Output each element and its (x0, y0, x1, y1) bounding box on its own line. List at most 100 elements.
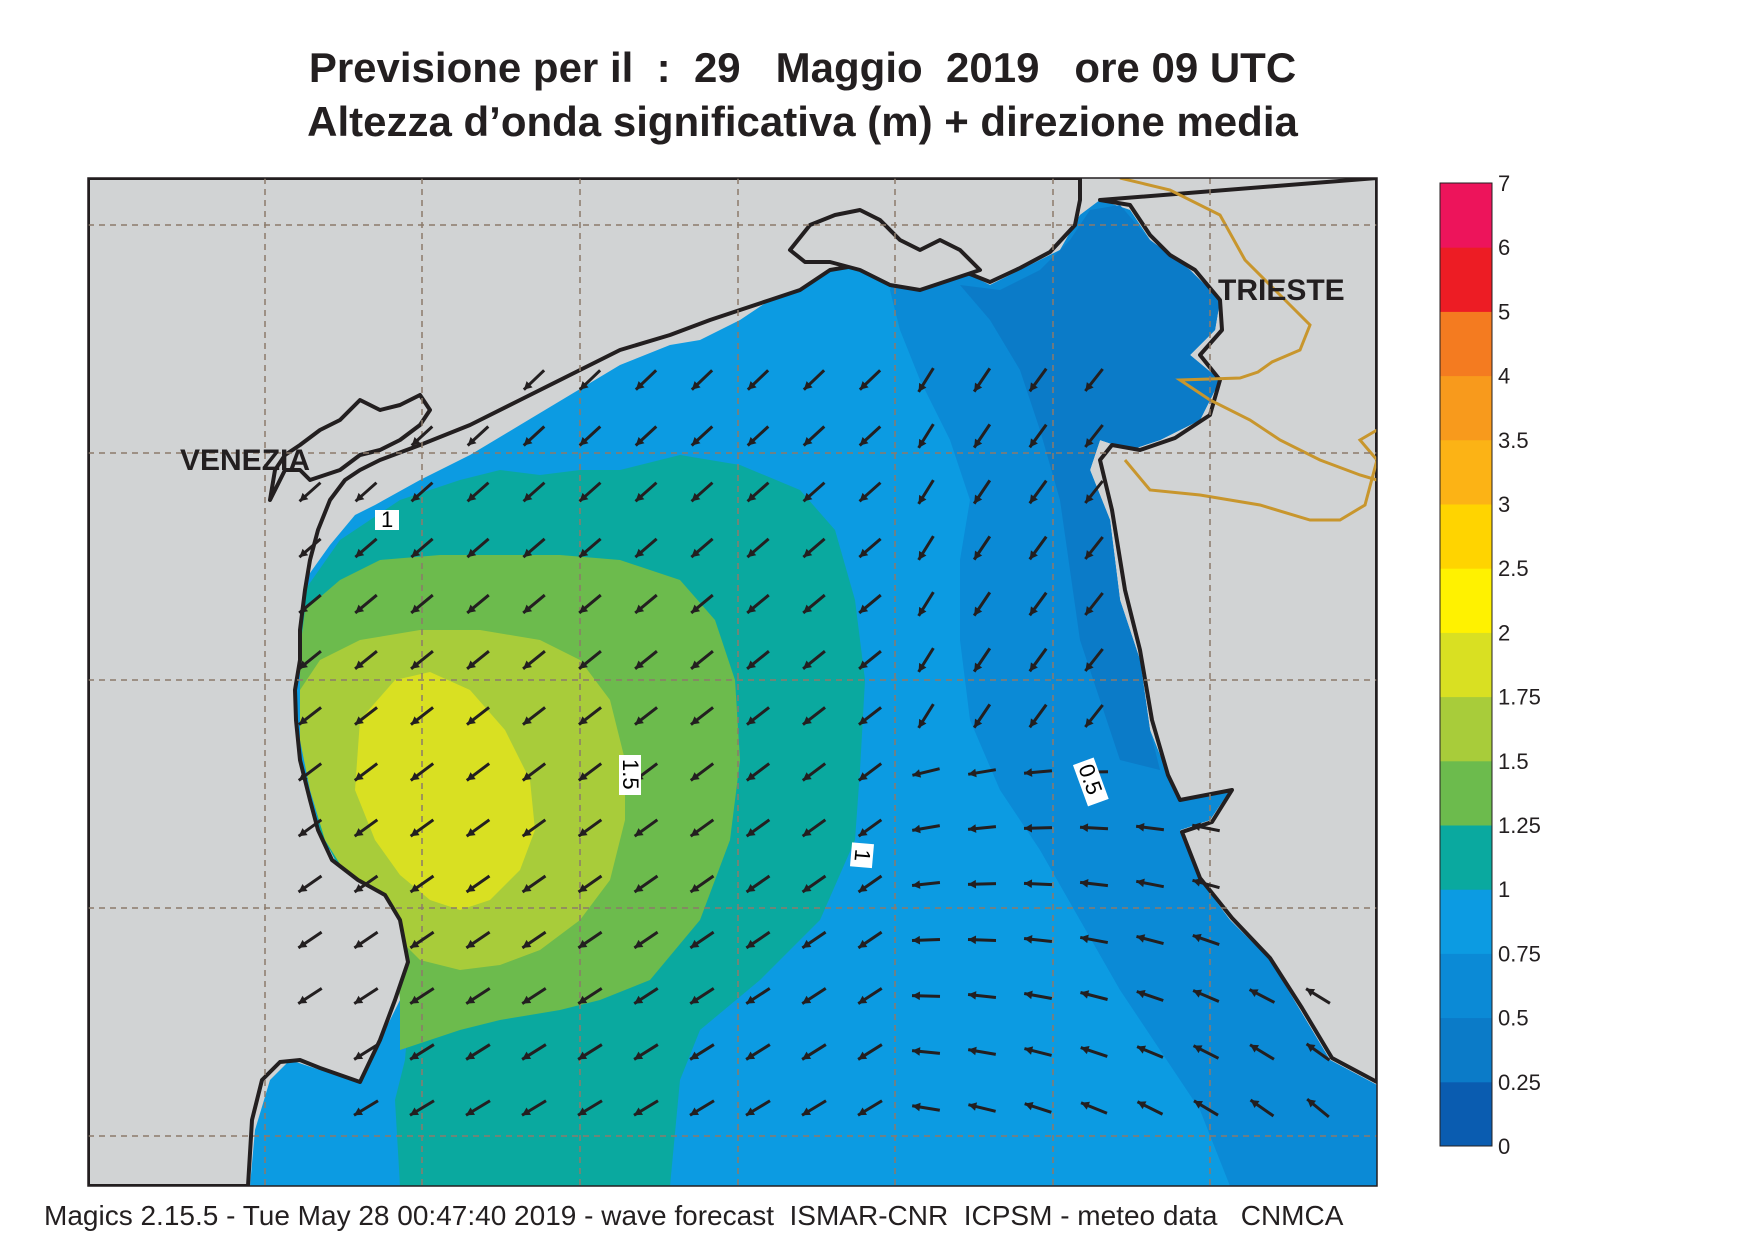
wave-arrow-head (298, 828, 308, 837)
wave-arrow-head (355, 660, 364, 669)
legend-swatch (1440, 696, 1492, 762)
wave-arrow-head (410, 1051, 420, 1060)
wave-arrow-head (747, 492, 757, 502)
legend-tick-label: 1 (1498, 877, 1510, 902)
wave-arrow-head (410, 883, 420, 893)
city-label-venezia: VENEZIA (180, 444, 310, 477)
wave-arrow-head (691, 492, 701, 502)
legend-tick-label: 0.25 (1498, 1070, 1541, 1095)
wave-arrow-head (355, 492, 365, 502)
wave-arrow-head (354, 1051, 364, 1060)
wave-arrow-head (802, 1051, 812, 1060)
legend-swatch (1440, 632, 1492, 698)
wave-arrow-head (411, 660, 420, 669)
wave-arrow-head (634, 1107, 644, 1116)
legend-tick-label: 0 (1498, 1134, 1510, 1159)
venice-lagoon (268, 393, 432, 502)
wave-arrow-head (746, 828, 756, 837)
wave-arrow-head (690, 939, 700, 948)
wave-arrow-head (859, 492, 869, 502)
wave-arrow-head (1085, 382, 1094, 391)
wave-arrow-head (634, 995, 644, 1004)
wave-arrow-head (691, 381, 701, 390)
wave-arrow-head (355, 548, 365, 558)
wave-arrow-head (1193, 1100, 1203, 1109)
wave-arrow-head (466, 1051, 476, 1060)
wave-arrow-head (1029, 382, 1038, 392)
wave-arrow-head (747, 604, 757, 613)
wave-arrow-head (802, 1107, 812, 1116)
wave-arrow-head (578, 1051, 588, 1060)
wave-arrow-head (1024, 990, 1033, 1000)
wave-arrow-head (635, 660, 644, 669)
wave-arrow-head (467, 660, 476, 669)
wave-arrow-head (1085, 494, 1094, 503)
wave-arrow-head (298, 772, 308, 781)
wave-arrow-head (635, 604, 645, 613)
wave-arrow-head (918, 494, 927, 504)
wave-arrow-head (690, 1107, 700, 1116)
wave-arrow-head (968, 768, 977, 778)
contour-label-1-north: 1 (375, 507, 399, 532)
wave-arrow-head (1085, 438, 1094, 447)
wave-arrow-head (522, 939, 532, 948)
wave-arrow-head (974, 438, 983, 448)
legend-swatch (1440, 568, 1492, 633)
wave-arrow-head (466, 716, 476, 725)
wave-arrow-head (1029, 718, 1038, 728)
wave-arrow-head (354, 939, 364, 948)
wave-arrow-head (803, 436, 813, 446)
wave-arrow-head (635, 381, 645, 390)
wave-arrow-head (918, 606, 927, 616)
svg-text:1.5: 1.5 (618, 759, 643, 790)
wave-arrow-head (746, 716, 756, 725)
wave-arrow-head (1085, 718, 1094, 727)
wave-arrow-head (523, 548, 533, 558)
wave-arrow-head (1024, 768, 1033, 777)
wave-arrow-head (355, 604, 365, 613)
wave-arrow-head (690, 1051, 700, 1060)
wave-arrow-head (466, 828, 476, 837)
wave-arrow-head (466, 1107, 476, 1116)
legend-swatch (1440, 504, 1492, 569)
wave-arrow-head (858, 1051, 868, 1060)
wave-arrow-head (634, 883, 644, 893)
wave-arrow-head (1192, 933, 1202, 943)
wave-arrow-head (802, 883, 812, 893)
wave-arrow-head (803, 660, 812, 669)
wave-arrow-head (1029, 494, 1038, 504)
wave-arrow-head (634, 1051, 644, 1060)
wave-arrow-head (1080, 1045, 1090, 1055)
wave-arrow-head (746, 1051, 756, 1060)
wave-arrow-head (354, 828, 364, 837)
wave-arrow-head (912, 935, 921, 945)
wave-arrow-head (354, 716, 364, 725)
wave-arrow-head (690, 716, 700, 725)
wave-arrow-head (974, 494, 983, 504)
regional-border (1123, 428, 1377, 522)
wave-arrow-head (690, 883, 700, 893)
wave-arrow-head (522, 883, 532, 893)
wave-arrow-head (858, 1107, 868, 1116)
wave-arrow-head (466, 883, 476, 893)
wave-arrow-head (691, 548, 701, 558)
legend-swatch (1440, 439, 1492, 505)
wave-arrow-head (579, 436, 589, 446)
wave-arrow-head (410, 828, 420, 837)
wave-arrow-head (912, 1102, 921, 1112)
wave-arrow-head (968, 824, 977, 833)
wave-band-1.75-2 (355, 672, 535, 910)
wave-arrow-head (803, 604, 813, 613)
wave-arrow-head (299, 660, 308, 669)
legend-swatch (1440, 1017, 1492, 1083)
wave-arrow-head (1193, 1045, 1203, 1054)
wave-arrow-head (634, 716, 644, 725)
wave-arrow-head (747, 381, 757, 390)
wave-arrow-head (411, 492, 421, 502)
wave-arrow-head (974, 606, 983, 616)
wave-arrow-head (1080, 878, 1089, 888)
wave-arrow-head (467, 604, 477, 613)
wave-arrow-head (912, 991, 921, 1001)
wave-arrow-head (523, 436, 533, 446)
